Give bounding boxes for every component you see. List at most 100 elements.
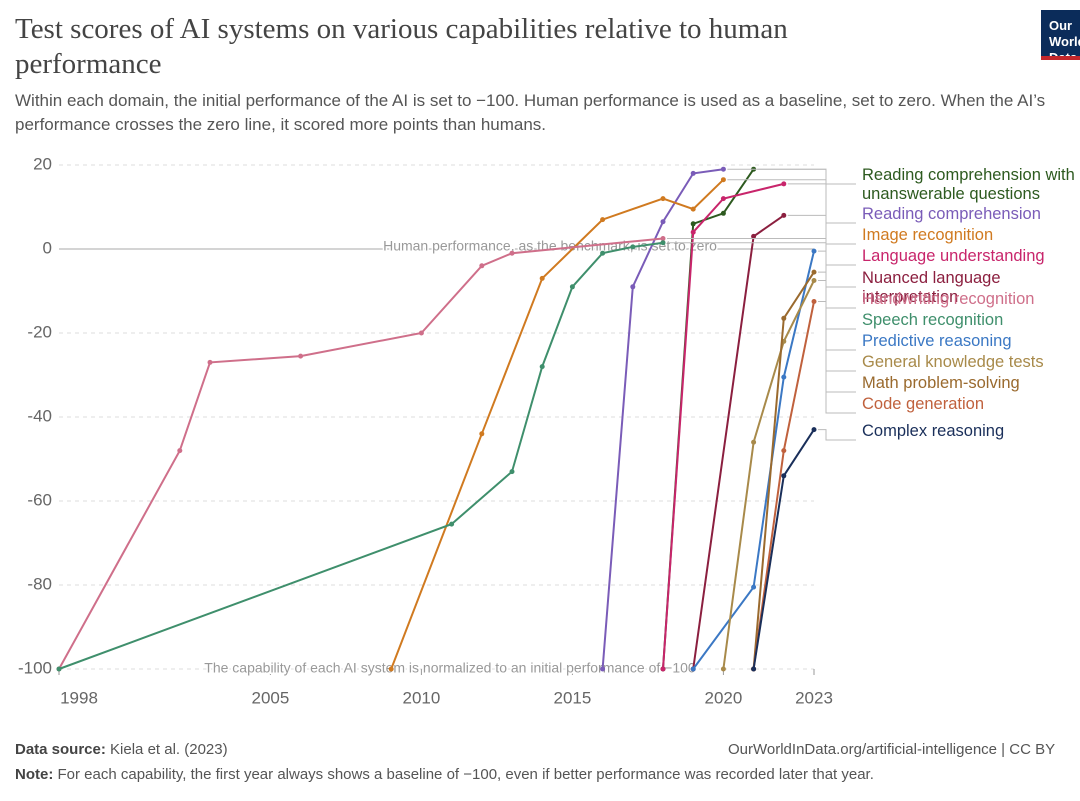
- note: Note: For each capability, the first yea…: [15, 766, 874, 783]
- legend-label: Language understanding: [862, 247, 1045, 265]
- point: [781, 374, 787, 380]
- point: [177, 448, 183, 454]
- legend-label: Image recognition: [862, 226, 994, 244]
- point: [720, 177, 726, 183]
- chart-subtitle: Within each domain, the initial performa…: [15, 91, 1046, 134]
- y-tick-label: -60: [27, 490, 52, 509]
- point: [479, 431, 485, 437]
- point: [600, 666, 606, 672]
- point: [600, 217, 606, 223]
- url: OurWorldInData.org/artificial-intelligen…: [728, 741, 1056, 758]
- series-line: [662, 182, 785, 670]
- point: [751, 666, 757, 672]
- point: [720, 166, 726, 172]
- point: [690, 229, 696, 235]
- x-tick-label: 2010: [402, 688, 440, 707]
- legend-connector: [818, 280, 856, 372]
- annotation: The capability of each AI system is norm…: [204, 660, 696, 676]
- note-text: For each capability, the first year alwa…: [57, 766, 874, 783]
- point: [751, 233, 757, 239]
- y-tick-label: -20: [27, 322, 52, 341]
- legend-connector: [818, 250, 856, 351]
- legend-label: Speech recognition: [862, 311, 1004, 329]
- legend-label: Handwriting recognition: [862, 290, 1035, 308]
- point: [781, 315, 787, 321]
- point: [660, 196, 666, 202]
- series-line: [692, 214, 785, 670]
- source-label: Data source:: [15, 741, 106, 758]
- point: [298, 353, 304, 359]
- x-tick-label: 1998: [60, 688, 98, 707]
- point: [388, 666, 394, 672]
- point: [509, 469, 515, 475]
- series-line: [58, 237, 664, 670]
- point: [600, 250, 606, 256]
- point: [630, 284, 636, 290]
- legend-label: Reading comprehension: [862, 205, 1041, 223]
- point: [811, 248, 817, 254]
- point: [751, 439, 757, 445]
- point: [690, 206, 696, 212]
- point: [660, 219, 666, 225]
- legend-connector: [818, 271, 856, 393]
- point: [811, 278, 817, 283]
- y-tick-label: -80: [27, 574, 52, 593]
- point: [479, 263, 485, 269]
- point: [751, 584, 757, 590]
- annotation: Human performance, as the benchmark, is …: [383, 238, 717, 254]
- x-tick-label: 2023: [795, 688, 833, 707]
- legend-connector: [757, 168, 856, 185]
- point: [660, 240, 666, 246]
- point: [56, 666, 62, 672]
- point: [418, 330, 424, 336]
- point: [781, 448, 787, 454]
- legend-label: Complex reasoning: [862, 422, 1005, 440]
- legend-label: Reading comprehension with unanswerable …: [862, 166, 1075, 203]
- legend-connector: [818, 301, 856, 414]
- legend-connector: [667, 242, 856, 330]
- series-line: [58, 241, 664, 670]
- point: [660, 236, 666, 241]
- point: [720, 210, 726, 216]
- legend-connector: [727, 179, 856, 245]
- point: [539, 364, 545, 370]
- chart-title: Test scores of AI systems on various cap…: [15, 13, 788, 80]
- point: [569, 284, 575, 290]
- y-tick-label: -100: [18, 658, 52, 677]
- series-line: [722, 280, 815, 670]
- legend-label: Math problem-solving: [862, 374, 1020, 392]
- point: [781, 212, 787, 218]
- point: [690, 221, 696, 227]
- point: [720, 196, 726, 202]
- chart: -100 -80 -60 -40 -20 0 20 1998 2005 2010 2015 2020 2…: [18, 154, 856, 707]
- note-label: Note:: [15, 766, 54, 783]
- point: [811, 299, 817, 304]
- legend-connector: [787, 183, 856, 266]
- point: [660, 666, 666, 672]
- point: [720, 666, 726, 672]
- point: [539, 275, 545, 281]
- point: [207, 359, 213, 365]
- source: Data source: Kiela et al. (2023): [15, 741, 228, 758]
- legend-label: Predictive reasoning: [862, 332, 1012, 350]
- series-line: [692, 250, 815, 670]
- legend-label: General knowledge tests: [862, 353, 1044, 371]
- point: [811, 269, 817, 275]
- x-tick-label: 2005: [251, 688, 289, 707]
- point: [781, 181, 787, 187]
- point: [690, 170, 696, 176]
- x-tick-label: 2020: [704, 688, 742, 707]
- logo: Our World in Data: [1041, 10, 1080, 60]
- point: [811, 427, 817, 433]
- source-text: Kiela et al. (2023): [110, 741, 228, 758]
- point: [449, 521, 455, 527]
- y-tick-label: 0: [43, 238, 52, 257]
- x-tick-label: 2015: [553, 688, 591, 707]
- y-tick-label: 20: [33, 154, 52, 173]
- legend-connector: [818, 429, 856, 441]
- y-tick-label: -40: [27, 406, 52, 425]
- point: [509, 250, 515, 256]
- legend-label: Nuanced language interpretation: [862, 269, 1001, 306]
- series-line: [752, 429, 815, 670]
